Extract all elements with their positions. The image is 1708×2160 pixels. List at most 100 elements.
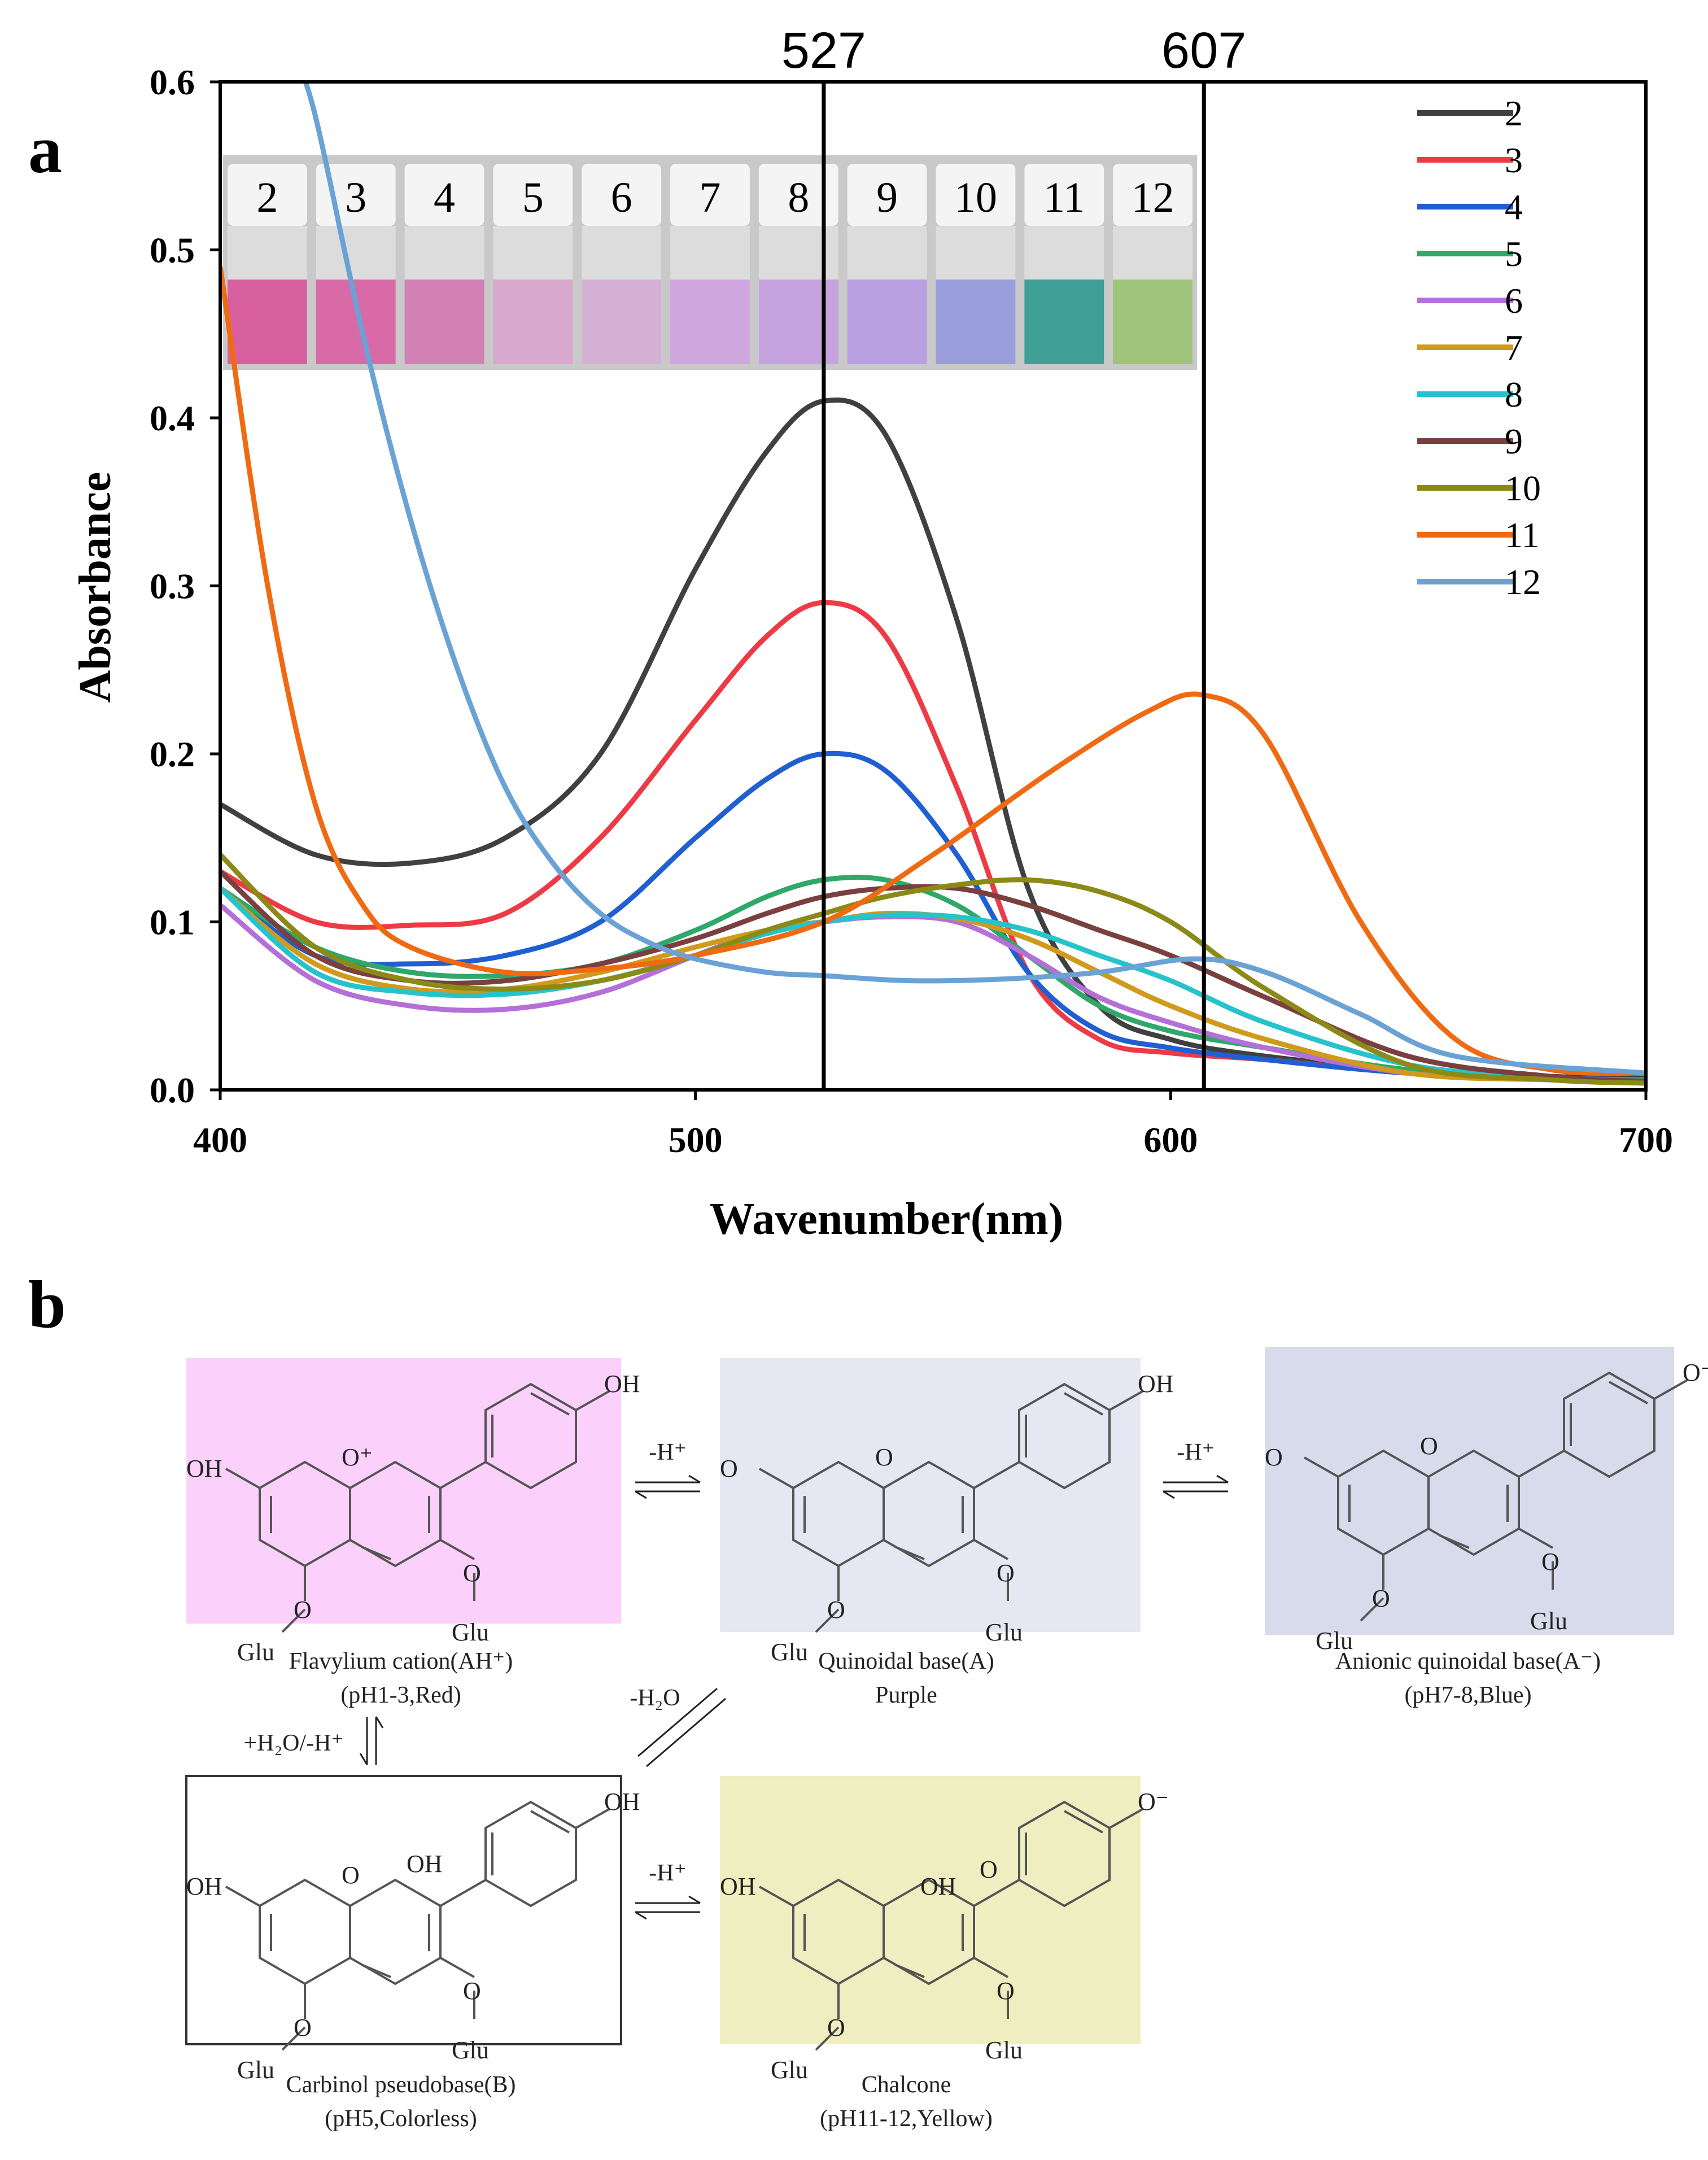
vial-neck <box>847 226 927 280</box>
panel-label-b: b <box>28 1267 66 1342</box>
atom-o3: O <box>463 1977 481 2005</box>
atom-glu5: Glu <box>771 2056 808 2084</box>
vial-cap <box>228 164 307 226</box>
y-tick-label: 0.6 <box>150 62 195 102</box>
species-box-chalcone <box>720 1776 1141 2044</box>
vial-label: 2 <box>256 174 278 221</box>
vial-liquid <box>1024 280 1104 364</box>
reference-lines: 527 607 <box>781 23 1246 1090</box>
x-axis-ticks: 400 500 600 700 <box>193 1090 1673 1160</box>
atom-left-substituent: O <box>720 1455 738 1482</box>
vial-cap <box>936 164 1016 226</box>
series-layer <box>220 82 1646 1086</box>
molecule-structure-flavylium <box>225 1383 611 1633</box>
molecule-structure-chalcone <box>758 1801 1145 2051</box>
atom-glu3: Glu <box>452 2036 489 2064</box>
y-tick-label: 0.2 <box>150 734 195 774</box>
species-note-quinoidal: Purple <box>875 1682 937 1708</box>
vial-label: 6 <box>611 174 632 221</box>
series-line-ph-4 <box>220 750 1646 1083</box>
vial-neck <box>936 226 1016 280</box>
atom-glu3: Glu <box>452 1618 489 1646</box>
y-tick-label: 0.3 <box>150 566 195 606</box>
vial-liquid <box>582 280 662 364</box>
vial-cap <box>493 164 573 226</box>
atom-o5: O <box>294 2014 312 2041</box>
atom-glu5: Glu <box>237 1638 274 1666</box>
species-note-flavylium: (pH1-3,Red) <box>340 1682 461 1708</box>
vial-neck <box>493 226 573 280</box>
species-note-carbinol: (pH5,Colorless) <box>325 2106 477 2132</box>
arrow-flavylium-carbinol-down-head <box>359 1753 368 1765</box>
atom-top-substituent: OH <box>1138 1370 1174 1398</box>
vial-cap <box>1113 164 1192 226</box>
vial-cap <box>847 164 927 226</box>
atom-o5: O <box>294 1596 312 1624</box>
arrow-quinoidal-anionic-reverse-head <box>1163 1490 1175 1499</box>
series-line-ph-10 <box>220 853 1646 1086</box>
atom-keto: O <box>980 1856 998 1883</box>
atom-o3: O <box>997 1977 1015 2005</box>
arrow-flavylium-carbinol-up-head <box>375 1716 384 1729</box>
atom-top-substituent: O⁻ <box>1683 1359 1708 1386</box>
arrow-flavylium-quinoidal-label: -H⁺ <box>649 1439 687 1465</box>
atom-mid-oh: OH <box>920 1873 956 1900</box>
vial-neck <box>582 226 662 280</box>
vial-cap <box>758 164 838 226</box>
species-name-chalcone: Chalcone <box>862 2072 951 2098</box>
arrow-flavylium-carbinol-label: +H₂O/-H⁺ <box>243 1730 343 1756</box>
molecule-structure-carbinol <box>225 1801 611 2051</box>
atom-o3: O <box>1541 1548 1560 1576</box>
series-line-ph-8 <box>220 886 1646 1084</box>
x-tick-label: 700 <box>1619 1120 1673 1160</box>
atom-c2-oh: OH <box>407 1850 443 1878</box>
legend-label-ph-11: 11 <box>1505 515 1540 555</box>
vial-cap <box>1024 164 1104 226</box>
y-tick-label: 0.1 <box>150 902 195 942</box>
vial-neck <box>758 226 838 280</box>
vial-liquid <box>670 280 750 364</box>
atom-o3: O <box>997 1559 1015 1587</box>
species-note-chalcone: (pH11-12,Yellow) <box>820 2106 993 2132</box>
vial-liquid <box>847 280 927 364</box>
atom-ring-oxygen: O <box>875 1443 893 1471</box>
legend-label-ph-10: 10 <box>1505 468 1541 508</box>
species-name-flavylium: Flavylium cation(AH⁺) <box>289 1648 513 1674</box>
legend-label-ph-7: 7 <box>1505 328 1523 368</box>
atom-top-substituent: O⁻ <box>1138 1788 1169 1816</box>
legend-label-ph-5: 5 <box>1505 234 1523 274</box>
vial-neck <box>316 226 396 280</box>
vial-cap <box>404 164 484 226</box>
vial-liquid <box>936 280 1016 364</box>
legend-label-ph-12: 12 <box>1505 562 1541 602</box>
atom-glu3: Glu <box>985 2036 1023 2064</box>
legend-label-ph-9: 9 <box>1505 421 1523 461</box>
atom-o3: O <box>463 1559 481 1587</box>
species-name-carbinol: Carbinol pseudobase(B) <box>286 2072 516 2098</box>
legend: 2 3 4 5 6 7 8 9 10 11 12 <box>1417 93 1541 602</box>
species-box-anionic <box>1265 1347 1674 1635</box>
atom-left-substituent: OH <box>186 1873 222 1900</box>
atom-left-substituent: OH <box>186 1455 222 1482</box>
vial-cap <box>670 164 750 226</box>
vial-neck <box>670 226 750 280</box>
vial-label: 5 <box>522 174 544 221</box>
vial-liquid <box>493 280 573 364</box>
reference-label-527: 527 <box>781 23 866 79</box>
vial-liquid <box>228 280 307 364</box>
series-line-ph-11 <box>220 266 1646 1076</box>
species-box-carbinol <box>185 1775 622 2045</box>
atom-glu3: Glu <box>985 1618 1023 1646</box>
atom-o5: O <box>827 1596 845 1624</box>
atom-o5: O <box>827 2014 845 2041</box>
x-tick-label: 600 <box>1143 1120 1198 1160</box>
vial-liquid <box>1113 280 1192 364</box>
atom-left-substituent: O <box>1265 1443 1283 1471</box>
atom-ring-oxygen: O <box>1420 1432 1438 1460</box>
vial-label: 11 <box>1043 174 1085 221</box>
species-name-anionic: Anionic quinoidal base(A⁻) <box>1335 1648 1601 1674</box>
x-axis-label: Wavenumber(nm) <box>710 1194 1064 1242</box>
legend-label-ph-8: 8 <box>1505 374 1523 414</box>
arrow-carbinol-chalcone-forward-head <box>688 1895 701 1904</box>
atom-ring-oxygen: O <box>342 1861 360 1889</box>
